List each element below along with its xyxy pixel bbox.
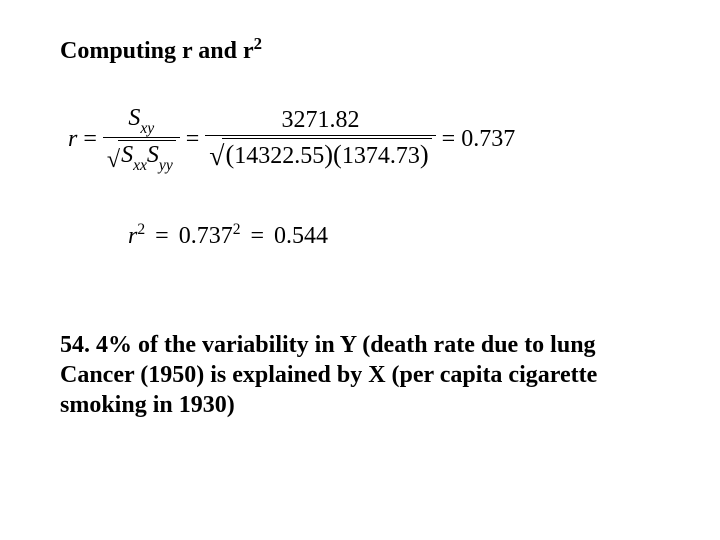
eq1-fraction-numeric: 3271.82 √ (14322.55)(1374.73): [205, 107, 435, 172]
lparen: (: [225, 139, 234, 169]
slide: Computing r and r2 r = Sxy √ SxxSyy = 32…: [0, 0, 720, 540]
den-b: 1374.73: [342, 143, 420, 169]
sxx-base: S: [121, 142, 133, 168]
eq1-sym-numerator: Sxy: [124, 105, 158, 135]
lparen: (: [333, 139, 342, 169]
sxy-base: S: [128, 105, 140, 131]
eq1-result: 0.737: [461, 126, 515, 153]
eq1-fraction-symbolic: Sxy √ SxxSyy: [103, 105, 180, 173]
sxy-sub: xy: [140, 120, 154, 137]
fraction-bar: [205, 135, 435, 136]
eq1-sym-denominator: √ SxxSyy: [103, 140, 180, 173]
radicand-symbolic: SxxSyy: [118, 140, 176, 172]
sqrt-numeric: √ (14322.55)(1374.73): [209, 138, 431, 169]
rparen: ): [420, 139, 429, 169]
fraction-bar: [103, 137, 180, 138]
rparen: ): [324, 139, 333, 169]
den-a: 14322.55: [234, 143, 324, 169]
sqrt-symbolic: √ SxxSyy: [107, 140, 176, 172]
equals-sign: =: [77, 126, 103, 153]
equation-r: r = Sxy √ SxxSyy = 3271.82 √: [68, 105, 660, 173]
radicand-numeric: (14322.55)(1374.73): [222, 138, 431, 169]
title-prefix: Computing r and r: [60, 38, 254, 64]
eq2-result: 0.544: [274, 223, 328, 249]
eq1-lhs-var: r: [68, 126, 77, 153]
eq2-mid-base: 0.737: [179, 223, 233, 249]
equals-sign: =: [151, 223, 173, 249]
title-superscript: 2: [254, 34, 262, 53]
syy-base: S: [147, 142, 159, 168]
syy-sub: yy: [159, 157, 173, 174]
eq2-lhs-sup: 2: [137, 221, 145, 238]
equals-sign: =: [180, 126, 206, 153]
slide-title: Computing r and r2: [60, 34, 660, 65]
equals-sign: =: [436, 126, 462, 153]
conclusion-text: 54. 4% of the variability in Y (death ra…: [60, 330, 620, 420]
eq2-mid-sup: 2: [233, 221, 241, 238]
equals-sign: =: [246, 223, 268, 249]
sxx-sub: xx: [133, 157, 147, 174]
eq2-lhs-base: r: [128, 223, 137, 249]
eq1-num-numerator: 3271.82: [277, 107, 363, 133]
equation-r-squared: r2 = 0.7372 = 0.544: [128, 221, 660, 250]
eq1-num-denominator: √ (14322.55)(1374.73): [205, 138, 435, 171]
